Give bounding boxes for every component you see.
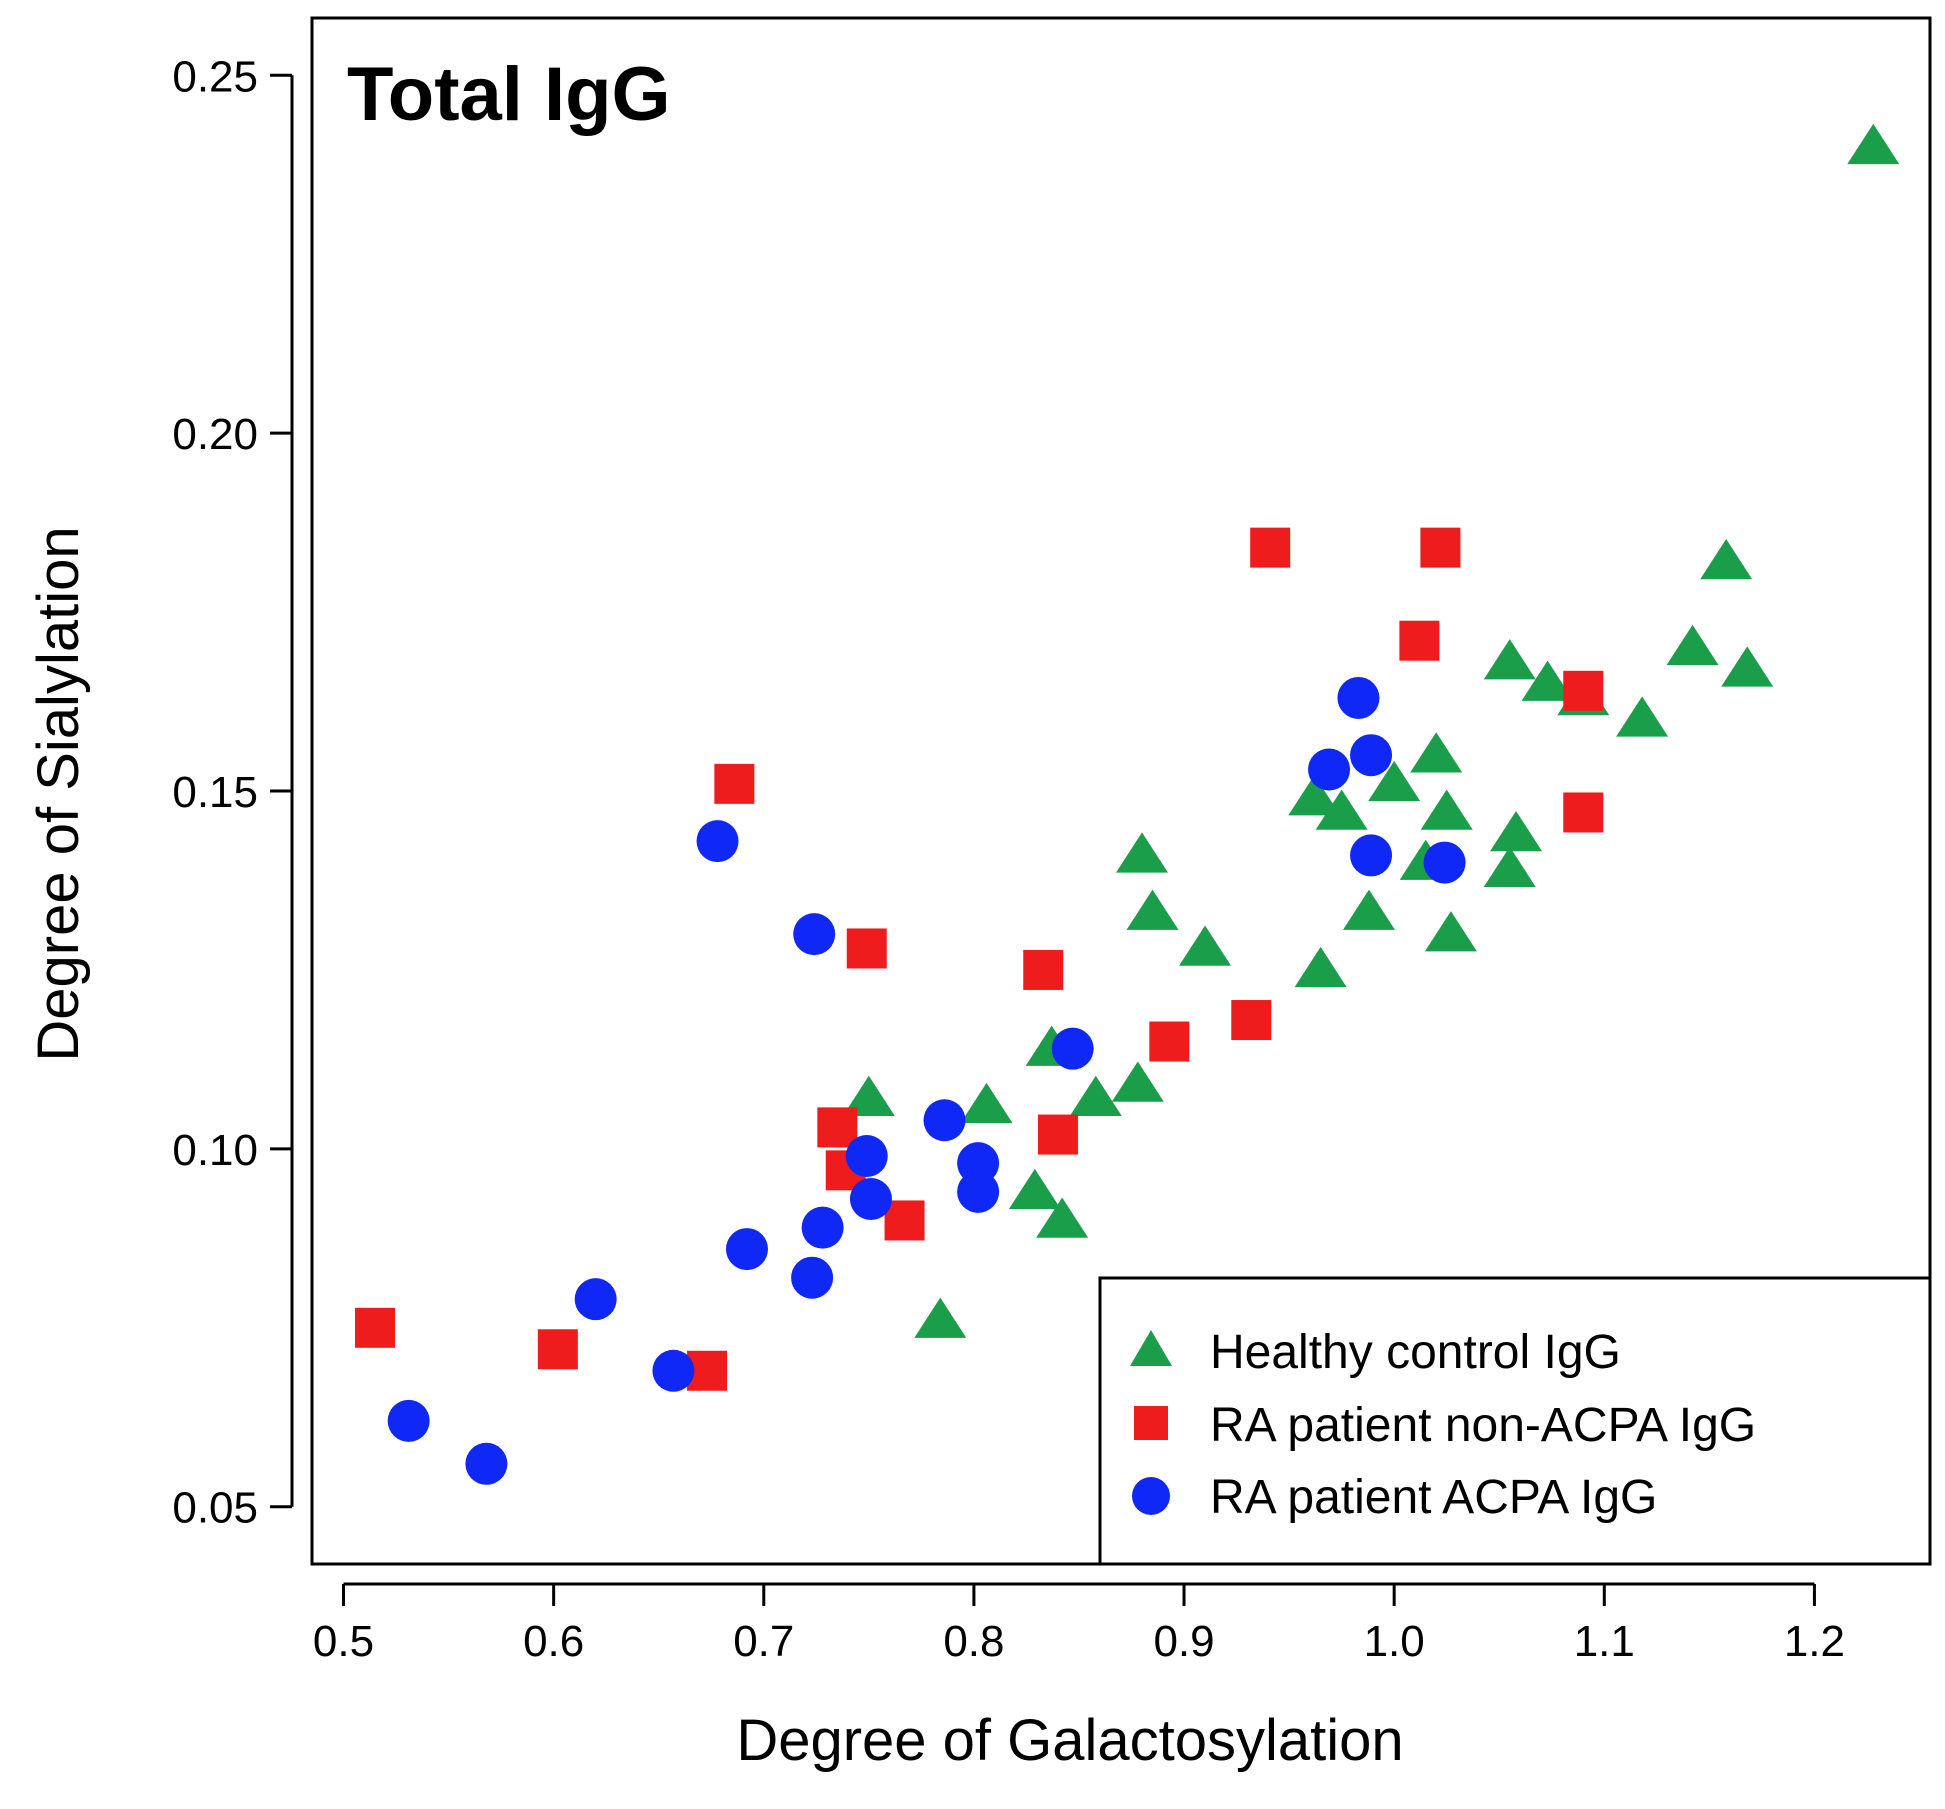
data-points — [355, 123, 1900, 1485]
legend-label-ra-non-acpa: RA patient non-ACPA IgG — [1210, 1399, 1756, 1452]
point-triangle — [1368, 760, 1421, 802]
point-triangle — [1424, 911, 1477, 952]
point-circle — [793, 913, 836, 956]
series-circle — [387, 676, 1466, 1485]
x-tick-label: 0.9 — [1153, 1617, 1214, 1666]
x-tick-label: 1.2 — [1784, 1617, 1845, 1666]
point-square — [1563, 670, 1604, 711]
point-circle — [801, 1206, 844, 1249]
x-tick-label: 1.1 — [1574, 1617, 1635, 1666]
point-triangle — [1721, 646, 1774, 687]
point-square — [537, 1329, 578, 1370]
point-triangle — [1666, 624, 1719, 666]
x-tick-label: 0.7 — [733, 1617, 794, 1666]
legend-box — [1098, 1276, 1932, 1566]
chart-title: Total IgG — [347, 52, 671, 137]
point-square — [714, 763, 755, 804]
point-triangle — [960, 1082, 1013, 1124]
point-triangle — [914, 1297, 967, 1338]
x-tick-label: 0.5 — [313, 1617, 374, 1666]
point-square — [1023, 949, 1064, 990]
point-triangle — [1521, 660, 1574, 701]
point-triangle — [1342, 889, 1395, 930]
point-triangle — [842, 1075, 895, 1117]
x-tick-label: 0.6 — [523, 1617, 584, 1666]
point-triangle — [1036, 1197, 1089, 1238]
point-circle — [849, 1177, 892, 1220]
point-square — [884, 1200, 925, 1241]
point-circle — [1423, 841, 1466, 884]
point-square — [846, 928, 887, 969]
point-square — [1399, 620, 1440, 661]
y-tick-label: 0.15 — [172, 768, 258, 817]
point-square — [355, 1307, 396, 1348]
point-square — [817, 1107, 858, 1148]
point-triangle — [1847, 123, 1900, 165]
point-circle — [1337, 676, 1380, 719]
point-triangle — [1410, 732, 1463, 773]
point-triangle — [1288, 775, 1341, 816]
point-circle — [387, 1399, 430, 1442]
y-axis-title: Degree of Sialylation — [26, 526, 91, 1061]
y-tick-label: 0.10 — [172, 1126, 258, 1175]
point-circle — [957, 1170, 1000, 1213]
point-triangle — [1490, 810, 1543, 852]
point-triangle — [1116, 832, 1169, 873]
point-circle — [1350, 834, 1393, 877]
y-tick-label: 0.20 — [172, 410, 258, 459]
point-circle — [652, 1349, 695, 1392]
point-triangle — [1294, 946, 1347, 988]
point-square — [1250, 527, 1291, 568]
point-circle — [574, 1278, 617, 1321]
series-square — [355, 527, 1604, 1391]
point-triangle — [1111, 1061, 1164, 1102]
x-axis-title: Degree of Galactosylation — [736, 1708, 1403, 1773]
point-square — [1563, 792, 1604, 833]
point-circle — [845, 1135, 888, 1178]
y-axis: 0.05 0.10 0.15 0.20 0.25 — [172, 52, 294, 1533]
point-circle — [465, 1442, 508, 1485]
point-triangle — [1700, 538, 1753, 580]
point-circle — [1350, 734, 1393, 777]
x-axis: 0.5 0.6 0.7 0.8 0.9 1.0 1.1 1.2 — [313, 1582, 1845, 1666]
legend-label-ra-acpa: RA patient ACPA IgG — [1210, 1471, 1657, 1524]
legend-marker-square — [1134, 1406, 1168, 1440]
point-square — [1231, 1000, 1272, 1041]
point-triangle — [1315, 789, 1368, 830]
point-square — [1037, 1114, 1078, 1155]
point-triangle — [1483, 846, 1536, 887]
legend-marker-circle — [1132, 1477, 1170, 1515]
point-triangle — [1616, 696, 1669, 737]
point-triangle — [1420, 789, 1473, 830]
y-tick-label: 0.25 — [172, 52, 258, 101]
point-circle — [696, 820, 739, 863]
point-square — [1420, 527, 1461, 568]
legend-label-healthy-control: Healthy control IgG — [1210, 1326, 1621, 1379]
point-triangle — [1008, 1168, 1061, 1210]
legend-marker-triangle — [1130, 1330, 1172, 1366]
x-tick-label: 1.0 — [1364, 1617, 1425, 1666]
point-triangle — [1179, 925, 1232, 966]
point-square — [1149, 1021, 1190, 1062]
point-triangle — [1126, 889, 1179, 930]
point-circle — [791, 1256, 834, 1299]
point-circle — [923, 1099, 966, 1142]
legend: Healthy control IgG RA patient non-ACPA … — [1098, 1276, 1932, 1566]
point-circle — [725, 1228, 768, 1271]
series-triangle — [842, 123, 1900, 1338]
y-tick-label: 0.05 — [172, 1484, 258, 1533]
point-triangle — [1483, 639, 1536, 680]
x-tick-label: 0.8 — [943, 1617, 1004, 1666]
point-triangle — [1069, 1075, 1122, 1117]
point-circle — [1308, 748, 1351, 791]
point-circle — [1051, 1027, 1094, 1070]
